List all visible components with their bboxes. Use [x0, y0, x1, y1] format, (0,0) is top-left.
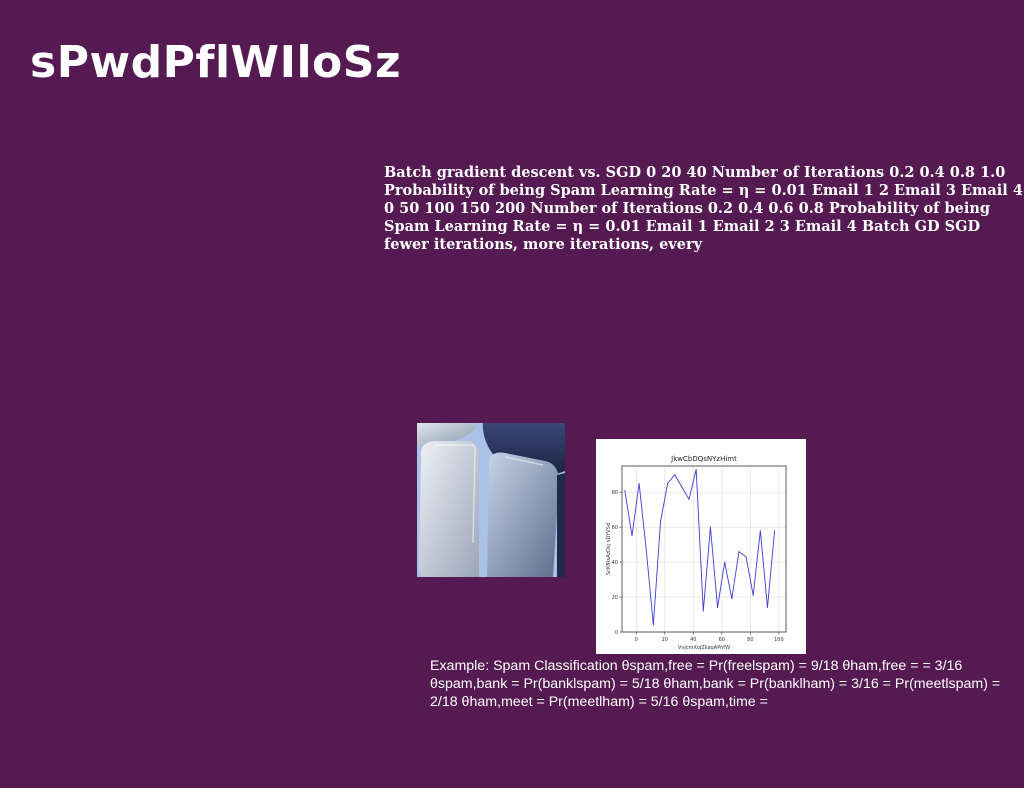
y-tick-label: 20	[612, 595, 618, 601]
data-point	[645, 549, 647, 551]
x-tick-label: 20	[662, 637, 668, 643]
x-tick-label: 80	[747, 637, 753, 643]
y-tick-label: 60	[612, 525, 618, 531]
data-point	[674, 474, 676, 476]
y-tick-label: 0	[615, 630, 618, 636]
data-point	[631, 535, 633, 537]
y-tick-label: 40	[612, 560, 618, 566]
data-point	[624, 489, 626, 491]
data-point	[667, 482, 669, 484]
data-point	[752, 594, 754, 596]
data-point	[738, 551, 740, 553]
data-point	[709, 526, 711, 528]
page-title: sPwdPflWIloSz	[30, 37, 402, 88]
data-point	[688, 498, 690, 500]
text-block-spam-classification: Example: Spam Classification θspam,free …	[430, 658, 1001, 710]
data-point	[774, 530, 776, 532]
y-axis-label: ScKfRsAzDsj xDYVSd	[606, 523, 612, 575]
x-tick-label: 60	[719, 637, 725, 643]
x-axis-label: VvJcmXojZkaqAPnfW	[678, 645, 730, 651]
text-block-gradient-descent: Batch gradient descent vs. SGD 0 20 40 N…	[384, 164, 1023, 253]
line-chart: JkwCbDQsNYzHimt 0 20 40 60 80 100 0 20 40 60 80 Vv…	[596, 439, 806, 654]
x-tick-label: 100	[774, 637, 784, 643]
chart-title: JkwCbDQsNYzHimt	[670, 455, 737, 463]
data-point	[717, 607, 719, 609]
x-tick-label: 0	[635, 637, 638, 643]
data-point	[724, 561, 726, 563]
data-point	[638, 482, 640, 484]
data-point	[660, 521, 662, 523]
y-tick-label: 80	[612, 490, 618, 496]
data-point	[702, 610, 704, 612]
data-point	[745, 556, 747, 558]
data-point	[695, 468, 697, 470]
data-point	[766, 607, 768, 609]
x-tick-label: 40	[690, 637, 696, 643]
data-point	[681, 486, 683, 488]
plot-frame	[621, 465, 787, 633]
series-line	[624, 469, 776, 626]
data-point	[652, 624, 654, 626]
data-point	[759, 530, 761, 532]
abstract-tiles-image	[417, 423, 565, 577]
data-point	[731, 598, 733, 600]
